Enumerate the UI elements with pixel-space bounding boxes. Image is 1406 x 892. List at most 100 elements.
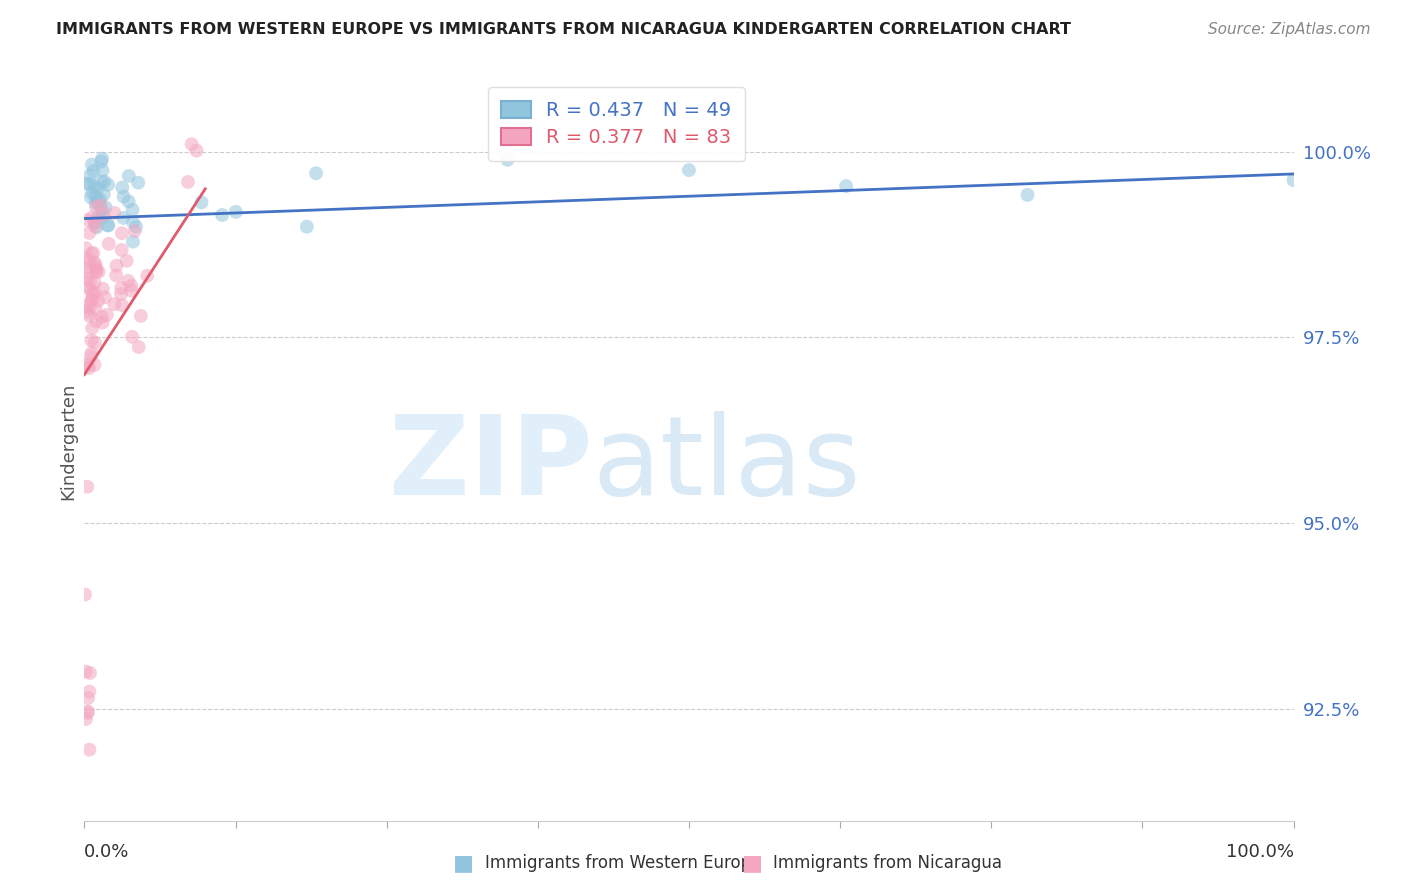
Point <box>80 158 103 172</box>
Point <box>94 200 117 214</box>
Point <box>97 219 120 233</box>
Legend: R = 0.437   N = 49, R = 0.377   N = 83: R = 0.437 N = 49, R = 0.377 N = 83 <box>488 87 745 161</box>
Point <box>79 301 101 316</box>
Point <box>86 265 108 279</box>
Point <box>129 309 152 323</box>
Point <box>180 137 202 152</box>
Point <box>127 176 149 190</box>
Point <box>76 480 98 494</box>
Point <box>89 193 111 207</box>
Point <box>118 194 141 209</box>
Point <box>211 208 233 222</box>
Point <box>186 144 208 158</box>
Point <box>77 254 100 268</box>
Point <box>83 358 105 372</box>
Point <box>91 211 114 225</box>
Point <box>84 214 107 228</box>
Text: ■: ■ <box>454 854 474 873</box>
Point <box>76 177 98 191</box>
Point <box>128 340 150 354</box>
Point <box>80 334 103 348</box>
Point <box>76 299 98 313</box>
Point <box>84 335 107 350</box>
Point <box>76 252 98 266</box>
Point <box>496 153 519 167</box>
Point <box>120 284 142 298</box>
Point <box>136 268 159 283</box>
Point <box>110 281 132 295</box>
Point <box>97 218 120 232</box>
Text: 0.0%: 0.0% <box>84 843 129 861</box>
Text: atlas: atlas <box>592 411 860 517</box>
Point <box>77 704 100 718</box>
Point <box>75 241 97 255</box>
Text: ■: ■ <box>742 854 762 873</box>
Y-axis label: Kindergarten: Kindergarten <box>59 383 77 500</box>
Point <box>77 266 100 280</box>
Point <box>87 193 110 207</box>
Point <box>305 166 328 180</box>
Point <box>103 206 125 220</box>
Point <box>75 712 97 726</box>
Point <box>295 219 318 234</box>
Text: IMMIGRANTS FROM WESTERN EUROPE VS IMMIGRANTS FROM NICARAGUA KINDERGARTEN CORRELA: IMMIGRANTS FROM WESTERN EUROPE VS IMMIGR… <box>56 22 1071 37</box>
Point <box>190 195 212 210</box>
Point <box>115 253 138 268</box>
Point <box>84 261 107 276</box>
Point <box>82 288 104 302</box>
Text: Source: ZipAtlas.com: Source: ZipAtlas.com <box>1208 22 1371 37</box>
Point <box>87 265 110 279</box>
Point <box>84 219 107 234</box>
Point <box>75 665 97 679</box>
Point <box>80 246 103 260</box>
Point <box>77 691 100 706</box>
Point <box>121 330 143 344</box>
Point <box>91 282 114 296</box>
Point <box>73 358 96 372</box>
Point <box>91 152 114 166</box>
Point <box>83 276 105 290</box>
Point <box>86 220 108 235</box>
Point <box>117 274 139 288</box>
Point <box>1282 173 1305 187</box>
Point <box>79 742 101 756</box>
Point <box>77 260 100 275</box>
Point <box>121 202 143 217</box>
Point <box>87 181 110 195</box>
Point <box>120 278 142 293</box>
Point <box>111 226 134 240</box>
Point <box>83 216 105 230</box>
Point <box>91 316 114 330</box>
Point <box>94 290 117 304</box>
Point <box>90 154 112 169</box>
Point <box>84 195 107 210</box>
Point <box>83 285 105 300</box>
Point <box>225 204 247 219</box>
Point <box>83 179 105 194</box>
Point <box>90 203 112 218</box>
Point <box>93 208 115 222</box>
Point <box>83 256 105 270</box>
Point <box>77 359 100 373</box>
Point <box>112 189 135 203</box>
Text: ZIP: ZIP <box>389 411 592 517</box>
Point <box>79 226 101 240</box>
Point <box>118 169 141 183</box>
Point <box>82 211 104 225</box>
Point <box>97 236 120 251</box>
Point <box>91 163 114 178</box>
Point <box>80 293 103 308</box>
Point <box>678 163 700 178</box>
Point <box>103 297 125 311</box>
Text: 100.0%: 100.0% <box>1226 843 1294 861</box>
Point <box>82 186 104 200</box>
Point <box>835 179 858 194</box>
Point <box>84 200 107 214</box>
Point <box>73 587 96 601</box>
Point <box>80 284 103 298</box>
Point <box>111 180 134 194</box>
Point <box>79 684 101 698</box>
Point <box>79 275 101 289</box>
Point <box>76 706 98 720</box>
Point <box>1017 187 1039 202</box>
